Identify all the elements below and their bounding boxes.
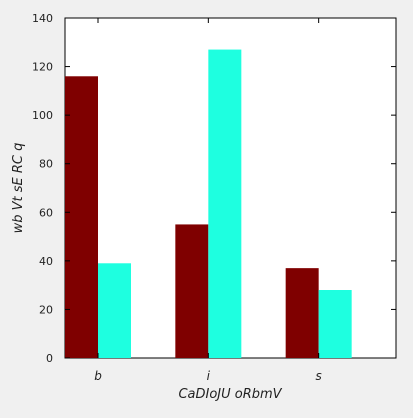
x-tick-label-s: s [316, 369, 322, 383]
bar-s-series-2 [318, 290, 352, 358]
bar-b-series-1 [65, 76, 98, 359]
y-tick-label-60: 60 [39, 206, 53, 219]
y-tick-label-80: 80 [39, 158, 53, 171]
x-axis-label: CaDIoJU oRbmV [178, 387, 282, 402]
bar-b-series-2 [98, 263, 131, 358]
bar-i-series-2 [208, 49, 242, 358]
y-tick-label-120: 120 [32, 61, 53, 74]
y-axis: 0 20 40 60 80 100 120 140 [32, 12, 396, 365]
x-tick-label-i: i [207, 369, 211, 383]
bars-layer [65, 49, 352, 359]
bar-i-series-1 [175, 224, 209, 358]
bar-s-series-1 [285, 268, 319, 358]
y-axis-label: wb Vt sE RC q [11, 143, 26, 234]
y-tick-label-20: 20 [39, 303, 53, 316]
y-tick-label-0: 0 [46, 352, 53, 365]
y-tick-label-40: 40 [39, 255, 53, 268]
y-tick-label-140: 140 [32, 12, 53, 25]
x-tick-label-b: b [94, 369, 102, 383]
y-tick-label-100: 100 [32, 109, 53, 122]
